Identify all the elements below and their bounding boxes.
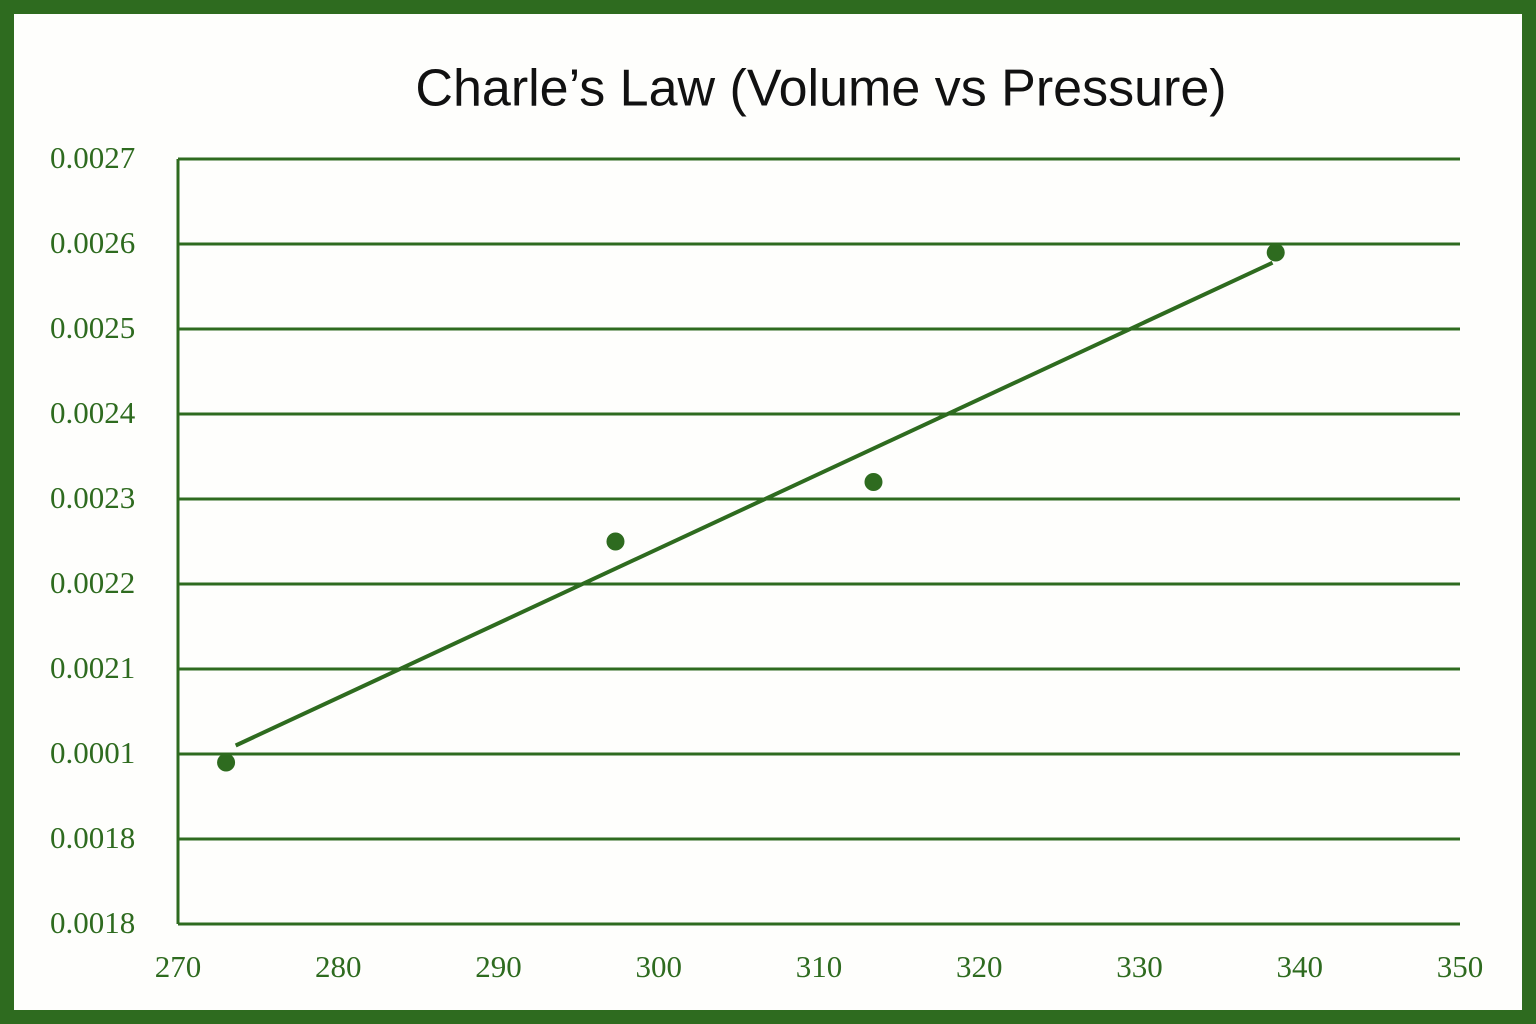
y-tick-label: 0.0001 (50, 735, 135, 770)
data-point (606, 532, 625, 551)
x-tick-label: 290 (475, 949, 522, 984)
chart-title: Charle’s Law (Volume vs Pressure) (415, 60, 1226, 118)
x-tick-label: 300 (636, 949, 683, 984)
x-tick-label: 340 (1277, 949, 1324, 984)
x-tick-label: 310 (796, 949, 843, 984)
y-tick-label: 0.0024 (50, 395, 136, 430)
x-tick-label: 350 (1437, 949, 1484, 984)
data-point (1266, 243, 1285, 262)
data-point (864, 473, 883, 491)
x-tick-label: 270 (155, 949, 202, 984)
y-tick-label: 0.0018 (50, 905, 135, 940)
x-tick-label: 280 (315, 949, 362, 984)
y-tick-label: 0.0021 (50, 650, 135, 685)
y-tick-label: 0.0025 (50, 310, 135, 345)
y-tick-label: 0.0027 (50, 140, 135, 175)
y-tick-label: 0.0022 (50, 565, 135, 600)
x-tick-label: 330 (1116, 949, 1163, 984)
y-tick-label: 0.0018 (50, 820, 135, 855)
y-tick-label: 0.0026 (50, 225, 135, 260)
x-tick-label: 320 (956, 949, 1003, 984)
trendline (234, 260, 1274, 748)
data-point (217, 753, 236, 772)
y-tick-label: 0.0023 (50, 480, 135, 515)
